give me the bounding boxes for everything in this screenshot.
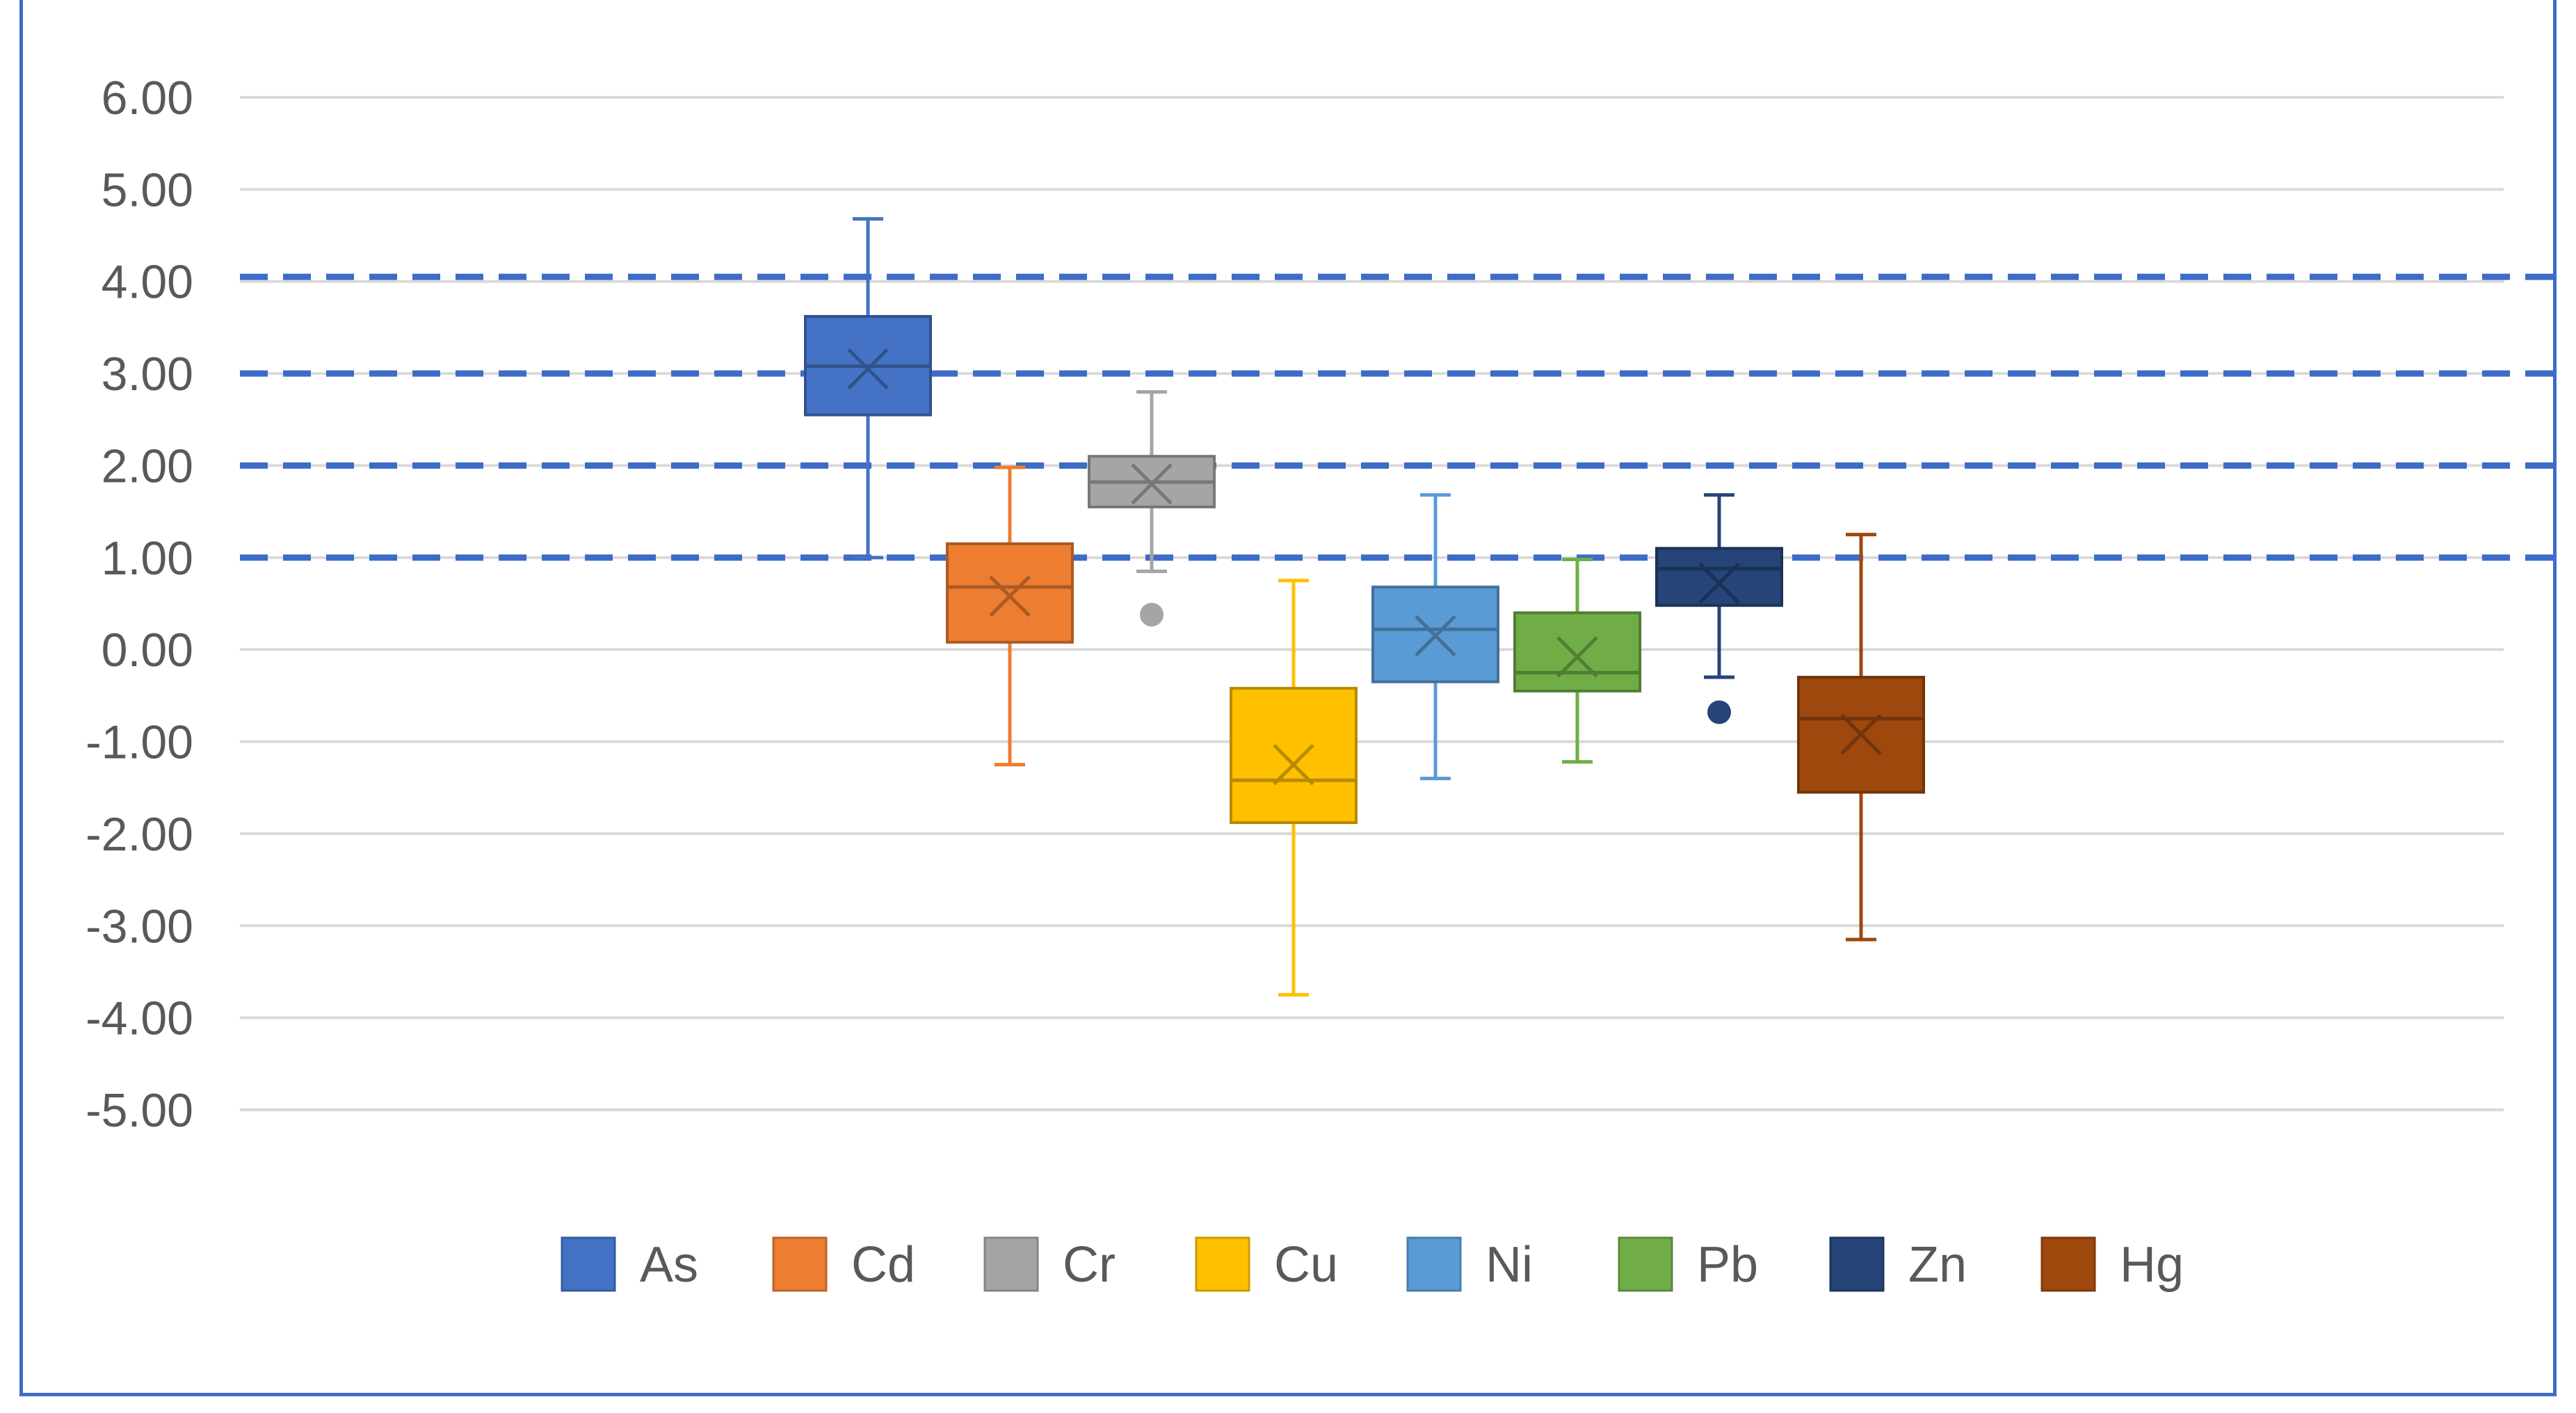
box-cu	[1230, 579, 1358, 997]
legend-item-cr: Cr	[983, 1236, 1116, 1293]
legend-swatch	[1406, 1236, 1462, 1292]
y-tick-label: -3.00	[86, 900, 193, 953]
legend-item-cd: Cd	[772, 1236, 915, 1293]
y-tick-label: -1.00	[86, 716, 193, 769]
legend-item-zn: Zn	[1829, 1236, 1967, 1293]
legend-swatch	[1829, 1236, 1885, 1292]
legend-swatch	[1618, 1236, 1673, 1292]
chart-frame	[19, 0, 2557, 1396]
y-tick-label: -5.00	[86, 1084, 193, 1137]
mean-marker	[1840, 713, 1882, 755]
legend-swatch	[2040, 1236, 2096, 1292]
mean-marker	[1273, 743, 1314, 786]
legend-item-pb: Pb	[1618, 1236, 1758, 1293]
legend-label: As	[640, 1237, 698, 1293]
legend-swatch	[1195, 1236, 1250, 1292]
y-tick-label: 0.00	[102, 624, 193, 677]
legend-label: Cu	[1274, 1237, 1338, 1293]
y-tick-label: 1.00	[102, 532, 193, 585]
box-cr	[1088, 390, 1216, 627]
box-zn	[1655, 493, 1783, 725]
legend: As Cd Cr Cu Ni Pb Zn Hg	[561, 1236, 2184, 1293]
box-iqr	[1230, 686, 1358, 825]
legend-swatch	[772, 1236, 828, 1292]
y-tick-label: 3.00	[102, 348, 193, 401]
mean-marker	[1698, 563, 1740, 604]
boxes	[804, 217, 1925, 997]
y-tick-label: 6.00	[102, 72, 193, 124]
outlier-point	[1707, 700, 1731, 725]
y-tick-label: 5.00	[102, 163, 193, 216]
mean-marker	[1556, 636, 1598, 678]
box-iqr	[946, 542, 1074, 644]
box-pb	[1513, 557, 1641, 764]
legend-label: Zn	[1908, 1237, 1967, 1293]
box-as	[804, 217, 932, 560]
legend-label: Cd	[851, 1237, 915, 1293]
box-cd	[946, 465, 1074, 767]
box-iqr	[1371, 586, 1499, 684]
mean-marker	[1415, 615, 1456, 657]
legend-swatch	[561, 1236, 616, 1292]
legend-label: Ni	[1486, 1237, 1533, 1293]
legend-label: Hg	[2120, 1237, 2184, 1293]
legend-item-hg: Hg	[2040, 1236, 2184, 1293]
y-tick-label: 4.00	[102, 256, 193, 309]
legend-label: Cr	[1063, 1237, 1116, 1293]
y-tick-label: -4.00	[86, 992, 193, 1045]
legend-swatch	[983, 1236, 1039, 1292]
y-tick-label: 2.00	[102, 439, 193, 492]
box-iqr	[1513, 611, 1641, 693]
legend-item-cu: Cu	[1195, 1236, 1338, 1293]
mean-marker	[1131, 463, 1173, 505]
legend-item-as: As	[561, 1236, 698, 1293]
y-tick-label: -2.00	[86, 808, 193, 861]
box-iqr	[1655, 547, 1783, 607]
outlier-point	[1140, 602, 1164, 627]
box-hg	[1797, 533, 1925, 942]
mean-marker	[989, 575, 1031, 617]
box-ni	[1371, 493, 1499, 780]
y-axis-ticks: 6.00 5.00 4.00 3.00 2.00 1.00 0.00 -1.00 -2.00 -3…	[86, 72, 193, 1137]
legend-item-ni: Ni	[1406, 1236, 1533, 1293]
reference-lines	[240, 273, 2554, 561]
mean-marker	[847, 348, 889, 390]
legend-label: Pb	[1697, 1237, 1758, 1293]
